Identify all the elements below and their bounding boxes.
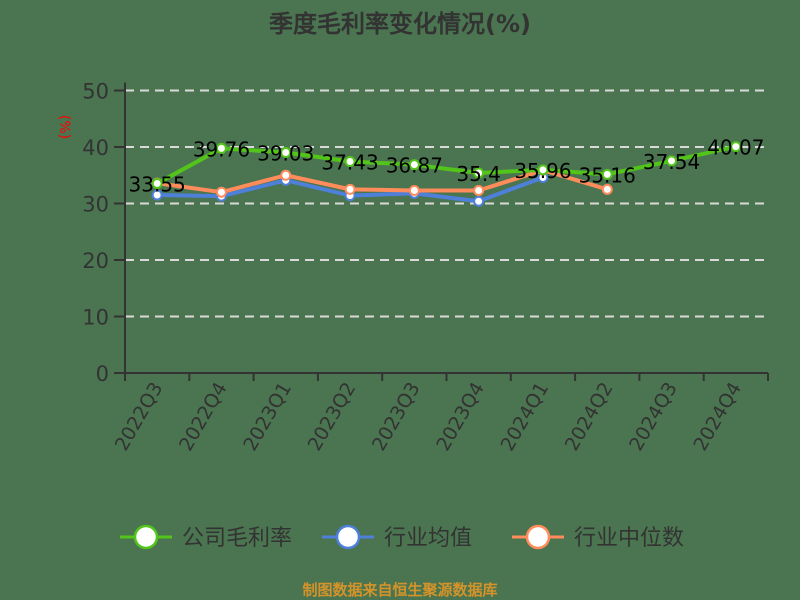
data-point [473,195,485,207]
data-point [280,169,292,181]
data-label: 35.16 [579,163,636,187]
y-axis-label: (%) [56,115,72,139]
data-label: 35.4 [456,162,501,186]
data-label: 39.03 [257,141,314,165]
x-tick-label: 2024Q4 [689,379,746,455]
x-tick-label: 2023Q4 [432,379,489,455]
legend-marker-icon [133,524,159,550]
y-tick-label: 30 [82,193,109,217]
series-line [156,168,608,195]
data-point [601,168,613,180]
data-label: 40.07 [707,136,764,160]
x-tick-label: 2024Q3 [625,379,682,455]
legend-item[interactable]: 行业中位数 [512,524,684,551]
data-point [408,185,420,197]
data-label: 33.55 [129,172,186,196]
series-lines [151,141,742,207]
data-point [666,155,678,167]
x-tick-label: 2023Q2 [304,379,361,455]
data-label: 39.76 [193,137,250,161]
legend-label: 行业均值 [384,526,472,551]
x-tick-label: 2023Q1 [239,379,296,455]
y-tick-label: 50 [82,80,109,104]
legend-marker-icon [525,524,551,550]
y-tick-label: 40 [82,136,109,160]
x-tick-label: 2024Q1 [497,379,554,455]
x-tick-label: 2023Q3 [368,379,425,455]
legend: 公司毛利率 行业均值 行业中位数 [120,524,684,551]
x-tick-label: 2024Q2 [561,379,618,455]
legend-label: 行业中位数 [574,526,684,551]
data-point [215,142,227,154]
x-tick-label: 2022Q3 [111,379,168,455]
y-tick-label: 0 [96,362,109,386]
legend-label: 公司毛利率 [182,526,292,551]
data-label: 37.54 [643,150,700,174]
data-point [730,141,742,153]
data-point [344,183,356,195]
gridlines [125,89,768,318]
legend-item[interactable]: 行业均值 [322,524,472,551]
data-point [344,156,356,168]
legend-marker-icon [335,524,361,550]
data-point [473,185,485,197]
data-point [151,177,163,189]
series-line [156,144,737,186]
data-labels: 33.55 39.76 39.03 37.43 36.87 35.4 35.96 35.16 3… [129,136,765,197]
data-point [473,167,485,179]
data-label: 37.43 [321,151,378,175]
source-note: 制图数据来自恒生聚源数据库 [302,581,497,599]
y-tick-label: 20 [82,249,109,273]
data-point [601,183,613,195]
data-label: 36.87 [386,154,443,178]
chart-title: 季度毛利率变化情况(%) [269,10,531,38]
data-point [408,159,420,171]
legend-item[interactable]: 公司毛利率 [120,524,292,551]
data-point [280,146,292,158]
data-point [151,189,163,201]
data-point [537,164,549,176]
data-label: 35.96 [514,159,571,183]
data-point [215,186,227,198]
x-tick-label: 2022Q4 [175,379,232,455]
y-tick-label: 10 [82,306,109,330]
